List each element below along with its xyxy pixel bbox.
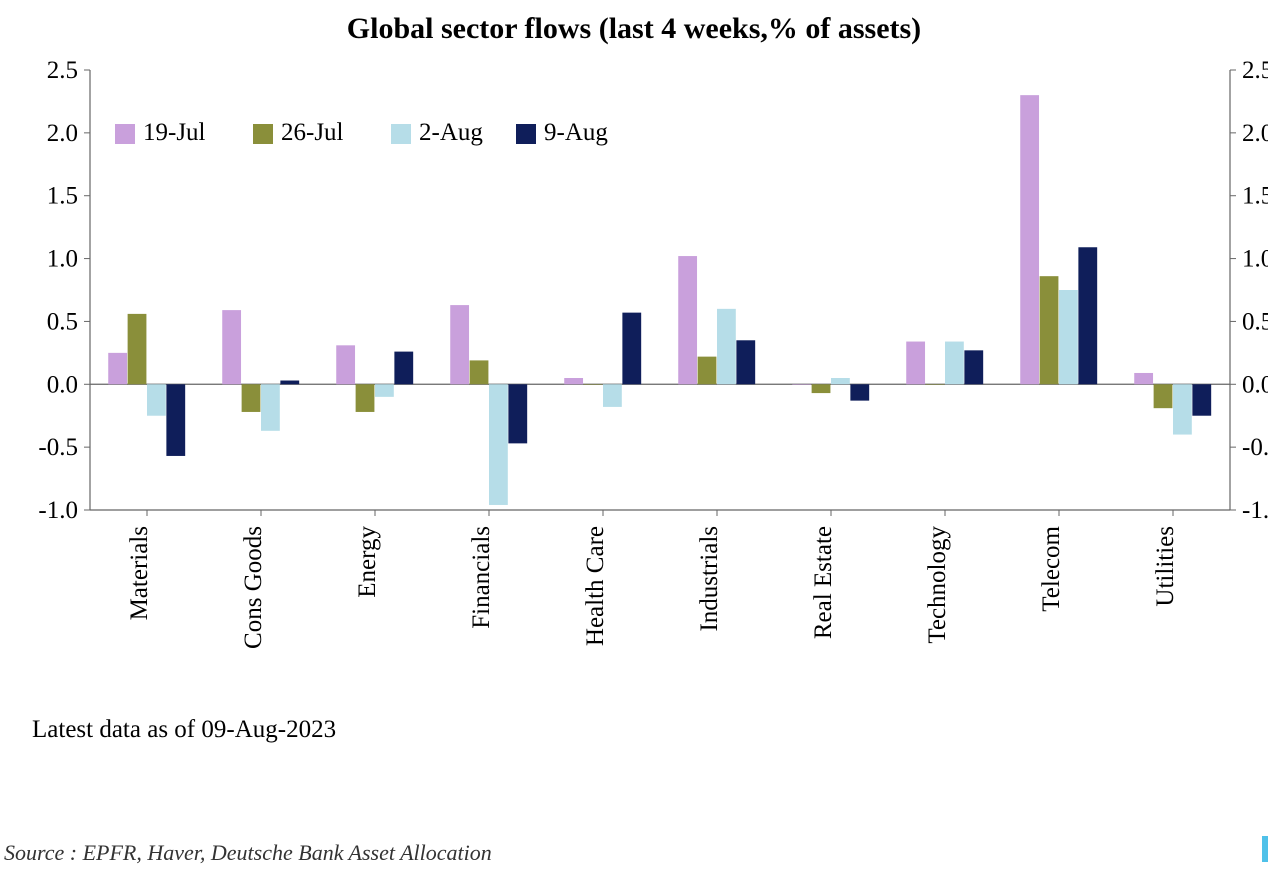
svg-text:-1.0: -1.0 <box>38 497 78 524</box>
bar <box>1059 290 1078 384</box>
bar <box>584 384 603 385</box>
bar <box>792 384 811 385</box>
legend-label: 26-Jul <box>281 119 344 146</box>
x-axis-label: Materials <box>126 526 153 620</box>
bar <box>1078 247 1097 384</box>
svg-text:1.5: 1.5 <box>1242 183 1268 210</box>
bar <box>1040 276 1059 384</box>
svg-text:0.5: 0.5 <box>47 308 78 335</box>
bar <box>166 384 185 456</box>
x-axis-label: Health Care <box>582 526 609 646</box>
bar <box>906 342 925 385</box>
x-axis-label: Energy <box>354 526 381 598</box>
bar <box>394 352 413 385</box>
svg-text:1.5: 1.5 <box>47 183 78 210</box>
bar <box>926 384 945 385</box>
bar <box>603 384 622 407</box>
svg-text:-0.5: -0.5 <box>1242 434 1268 461</box>
source-attribution: Source : EPFR, Haver, Deutsche Bank Asse… <box>4 840 492 866</box>
bar <box>489 384 508 505</box>
bar <box>717 309 736 384</box>
bar <box>1173 384 1192 434</box>
x-axis-label: Financials <box>468 526 495 629</box>
bar <box>1020 95 1039 384</box>
bar <box>108 353 127 384</box>
svg-text:1.0: 1.0 <box>1242 246 1268 273</box>
svg-text:0.0: 0.0 <box>1242 371 1268 398</box>
svg-text:2.0: 2.0 <box>47 120 78 147</box>
x-axis-label: Real Estate <box>810 526 837 639</box>
footnote: Latest data as of 09-Aug-2023 <box>32 716 336 744</box>
bar <box>261 384 280 431</box>
svg-text:-1.0: -1.0 <box>1242 497 1268 524</box>
bar <box>1192 384 1211 415</box>
bar <box>128 314 147 384</box>
x-axis-label: Utilities <box>1152 526 1179 607</box>
bar <box>222 310 241 384</box>
bar <box>242 384 261 412</box>
bar <box>831 378 850 384</box>
x-axis-label: Cons Goods <box>240 526 267 649</box>
bar <box>147 384 166 415</box>
scroll-indicator <box>1262 836 1268 862</box>
bar <box>964 350 983 384</box>
bar <box>812 384 831 393</box>
x-axis-label: Technology <box>924 526 951 644</box>
legend-swatch <box>253 124 273 144</box>
chart-title: Global sector flows (last 4 weeks,% of a… <box>0 12 1268 46</box>
legend-swatch <box>115 124 135 144</box>
x-axis-label: Telecom <box>1038 525 1065 611</box>
legend-swatch <box>391 124 411 144</box>
bar <box>508 384 527 443</box>
svg-text:2.5: 2.5 <box>1242 60 1268 84</box>
svg-text:1.0: 1.0 <box>47 246 78 273</box>
bar <box>698 357 717 385</box>
chart-stage: Global sector flows (last 4 weeks,% of a… <box>0 0 1268 878</box>
bar <box>564 378 583 384</box>
bar <box>356 384 375 412</box>
bar <box>375 384 394 397</box>
bar <box>336 345 355 384</box>
bar <box>945 342 964 385</box>
svg-text:2.5: 2.5 <box>47 60 78 84</box>
svg-text:-0.5: -0.5 <box>38 434 78 461</box>
bar <box>736 340 755 384</box>
bar <box>450 305 469 384</box>
bar <box>1134 373 1153 384</box>
legend-swatch <box>516 124 536 144</box>
bar <box>678 256 697 384</box>
bar <box>280 381 299 385</box>
bar <box>850 384 869 400</box>
x-axis-label: Industrials <box>696 526 723 632</box>
bar <box>622 313 641 385</box>
legend-label: 2-Aug <box>419 119 483 146</box>
bar <box>1154 384 1173 408</box>
svg-text:0.0: 0.0 <box>47 371 78 398</box>
legend-label: 19-Jul <box>143 119 206 146</box>
bar <box>470 360 489 384</box>
svg-text:0.5: 0.5 <box>1242 308 1268 335</box>
bar-chart: -1.0 -1.0 -0.5 -0.5 0.0 0.0 0.5 0.5 1.0 1.0 1.5 1.5… <box>30 60 1268 720</box>
legend-label: 9-Aug <box>544 119 608 146</box>
svg-text:2.0: 2.0 <box>1242 120 1268 147</box>
